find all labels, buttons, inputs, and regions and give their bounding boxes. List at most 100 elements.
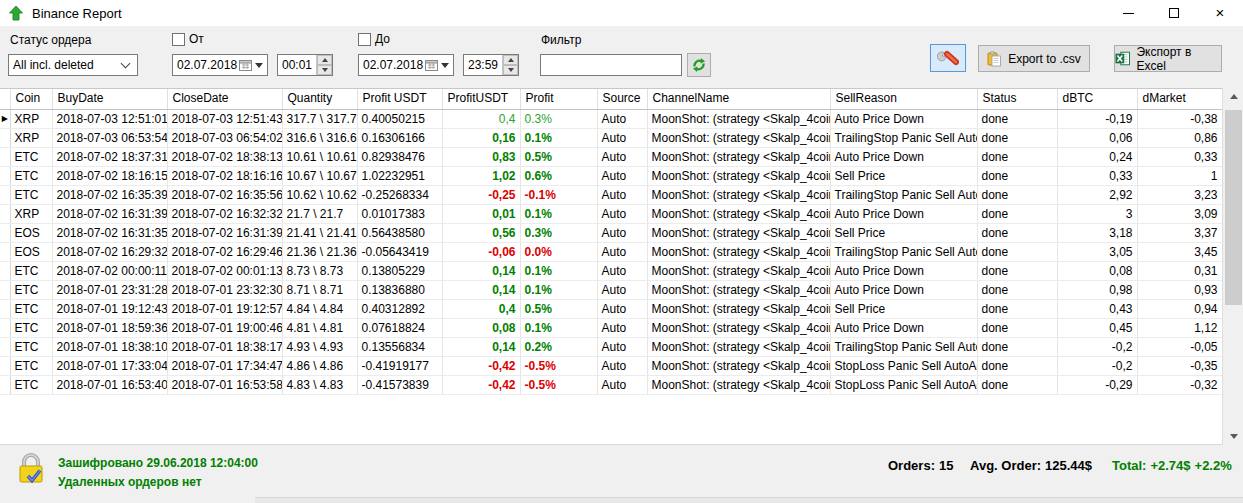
cell-sellreason[interactable]: TrailingStop Panic Sell AutoAct <box>830 128 977 147</box>
cell-source[interactable]: Auto <box>597 318 647 337</box>
cell-dmarket[interactable]: 1,12 <box>1137 318 1222 337</box>
date-dropdown-icon[interactable] <box>255 63 263 68</box>
date-dropdown-icon[interactable] <box>441 63 449 68</box>
cell-closedate[interactable]: 2018-07-02 16:32:32 <box>167 204 282 223</box>
refresh-button[interactable] <box>687 53 711 77</box>
cell-source[interactable]: Auto <box>597 147 647 166</box>
column-header[interactable]: Status <box>977 89 1057 109</box>
cell-quantity[interactable]: 4.86 \ 4.86 <box>282 356 357 375</box>
cell-profit-pct[interactable]: -0.1% <box>520 185 597 204</box>
cell-profit-usdt-raw[interactable]: -0.41573839 <box>357 375 442 394</box>
column-header[interactable]: Profit USDT <box>357 89 442 109</box>
cell-profit-usdt-raw[interactable]: 0.82938476 <box>357 147 442 166</box>
cell-buydate[interactable]: 2018-07-02 18:37:31 <box>52 147 167 166</box>
cell-profitusdt[interactable]: 0,08 <box>442 318 520 337</box>
cell-channelname[interactable]: MoonShot: (strategy <Skalp_4coin1> <box>647 337 830 356</box>
cell-channelname[interactable]: MoonShot: (strategy <Skalp_4coin1> <box>647 280 830 299</box>
table-row[interactable]: ETC 2018-07-02 18:16:15 2018-07-02 18:16… <box>0 166 1222 185</box>
cell-buydate[interactable]: 2018-07-03 12:51:01 <box>52 109 167 128</box>
cell-source[interactable]: Auto <box>597 356 647 375</box>
cell-sellreason[interactable]: Sell Price <box>830 223 977 242</box>
cell-closedate[interactable]: 2018-07-01 18:38:17 <box>167 337 282 356</box>
cell-closedate[interactable]: 2018-07-02 00:01:13 <box>167 261 282 280</box>
table-row[interactable]: EOS 2018-07-02 16:31:35 2018-07-02 16:31… <box>0 223 1222 242</box>
cell-profit-usdt-raw[interactable]: 0.13805229 <box>357 261 442 280</box>
spin-up-button[interactable] <box>317 55 332 65</box>
cell-sellreason[interactable]: Auto Price Down <box>830 261 977 280</box>
cell-dbtc[interactable]: -0,19 <box>1057 109 1137 128</box>
cell-channelname[interactable]: MoonShot: (strategy <Skalp_4coin1> <box>647 261 830 280</box>
spin-up-button[interactable] <box>503 55 518 65</box>
cell-dmarket[interactable]: 0,86 <box>1137 128 1222 147</box>
cell-dmarket[interactable]: -0,38 <box>1137 109 1222 128</box>
cell-source[interactable]: Auto <box>597 109 647 128</box>
cell-profit-usdt-raw[interactable]: 0.01017383 <box>357 204 442 223</box>
cell-dmarket[interactable]: 0,31 <box>1137 261 1222 280</box>
column-header[interactable]: Profit <box>520 89 597 109</box>
cell-profit-usdt-raw[interactable]: -0.25268334 <box>357 185 442 204</box>
cell-profit-pct[interactable]: 0.5% <box>520 147 597 166</box>
cell-coin[interactable]: ETC <box>10 318 52 337</box>
close-button[interactable]: × <box>1197 0 1243 26</box>
scroll-up-button[interactable] <box>1223 88 1243 105</box>
cell-profitusdt[interactable]: -0,06 <box>442 242 520 261</box>
cell-channelname[interactable]: MoonShot: (strategy <Skalp_4coin1> <box>647 166 830 185</box>
cell-status[interactable]: done <box>977 147 1057 166</box>
cell-buydate[interactable]: 2018-07-02 16:35:39 <box>52 185 167 204</box>
cell-coin[interactable]: XRP <box>10 109 52 128</box>
cell-profit-usdt-raw[interactable]: 0.40312892 <box>357 299 442 318</box>
to-date-picker[interactable]: 02.07.2018 <box>358 54 454 76</box>
cell-profit-pct[interactable]: 0.1% <box>520 261 597 280</box>
cell-source[interactable]: Auto <box>597 299 647 318</box>
cell-sellreason[interactable]: StopLoss Panic Sell AutoActiva <box>830 356 977 375</box>
cell-closedate[interactable]: 2018-07-01 19:12:57 <box>167 299 282 318</box>
cell-profit-pct[interactable]: -0.5% <box>520 356 597 375</box>
column-header[interactable]: BuyDate <box>52 89 167 109</box>
cell-buydate[interactable]: 2018-07-03 06:53:54 <box>52 128 167 147</box>
table-row[interactable]: ETC 2018-07-02 16:35:39 2018-07-02 16:35… <box>0 185 1222 204</box>
cell-closedate[interactable]: 2018-07-03 06:54:02 <box>167 128 282 147</box>
horizontal-scrollbar[interactable] <box>255 497 1243 503</box>
cell-closedate[interactable]: 2018-07-02 16:35:56 <box>167 185 282 204</box>
cell-profitusdt[interactable]: 0,83 <box>442 147 520 166</box>
cell-dmarket[interactable]: 0,94 <box>1137 299 1222 318</box>
from-checkbox[interactable] <box>172 33 185 46</box>
cell-sellreason[interactable]: Auto Price Down <box>830 204 977 223</box>
cell-sellreason[interactable]: Auto Price Down <box>830 318 977 337</box>
cell-dmarket[interactable]: -0,32 <box>1137 375 1222 394</box>
cell-buydate[interactable]: 2018-07-02 18:16:15 <box>52 166 167 185</box>
table-row[interactable]: ETC 2018-07-02 18:37:31 2018-07-02 18:38… <box>0 147 1222 166</box>
cell-quantity[interactable]: 4.93 \ 4.93 <box>282 337 357 356</box>
table-row[interactable]: ▶ XRP 2018-07-03 12:51:01 2018-07-03 12:… <box>0 109 1222 128</box>
cell-coin[interactable]: ETC <box>10 280 52 299</box>
cell-source[interactable]: Auto <box>597 375 647 394</box>
cell-coin[interactable]: ETC <box>10 337 52 356</box>
settings-button[interactable] <box>930 44 966 72</box>
cell-dbtc[interactable]: 0,98 <box>1057 280 1137 299</box>
cell-profit-usdt-raw[interactable]: 0.40050215 <box>357 109 442 128</box>
cell-dbtc[interactable]: 0,45 <box>1057 318 1137 337</box>
cell-dbtc[interactable]: 3 <box>1057 204 1137 223</box>
cell-coin[interactable]: ETC <box>10 261 52 280</box>
maximize-button[interactable] <box>1151 0 1197 26</box>
cell-profitusdt[interactable]: 0,4 <box>442 299 520 318</box>
cell-status[interactable]: done <box>977 318 1057 337</box>
cell-profitusdt[interactable]: -0,42 <box>442 356 520 375</box>
cell-dmarket[interactable]: -0,05 <box>1137 337 1222 356</box>
cell-channelname[interactable]: MoonShot: (strategy <Skalp_4coin1> <box>647 223 830 242</box>
cell-dmarket[interactable]: -0,35 <box>1137 356 1222 375</box>
cell-dbtc[interactable]: 0,33 <box>1057 166 1137 185</box>
from-date-picker[interactable]: 02.07.2018 <box>172 54 268 76</box>
cell-dmarket[interactable]: 1 <box>1137 166 1222 185</box>
column-header[interactable]: Source <box>597 89 647 109</box>
cell-sellreason[interactable]: TrailingStop Panic Sell AutoAct <box>830 185 977 204</box>
cell-buydate[interactable]: 2018-07-02 00:00:11 <box>52 261 167 280</box>
cell-profit-usdt-raw[interactable]: 0.13556834 <box>357 337 442 356</box>
cell-dbtc[interactable]: -0,2 <box>1057 356 1137 375</box>
table-row[interactable]: XRP 2018-07-02 16:31:39 2018-07-02 16:32… <box>0 204 1222 223</box>
cell-channelname[interactable]: MoonShot: (strategy <Skalp_4coin1> <box>647 356 830 375</box>
cell-coin[interactable]: ETC <box>10 147 52 166</box>
cell-quantity[interactable]: 10.67 \ 10.67 <box>282 166 357 185</box>
cell-dbtc[interactable]: 3,18 <box>1057 223 1137 242</box>
cell-dbtc[interactable]: 0,06 <box>1057 128 1137 147</box>
